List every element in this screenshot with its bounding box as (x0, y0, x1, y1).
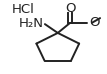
Text: O: O (89, 16, 99, 29)
Text: H₂N: H₂N (18, 17, 43, 30)
Text: HCl: HCl (12, 3, 35, 16)
Text: O: O (65, 2, 75, 15)
